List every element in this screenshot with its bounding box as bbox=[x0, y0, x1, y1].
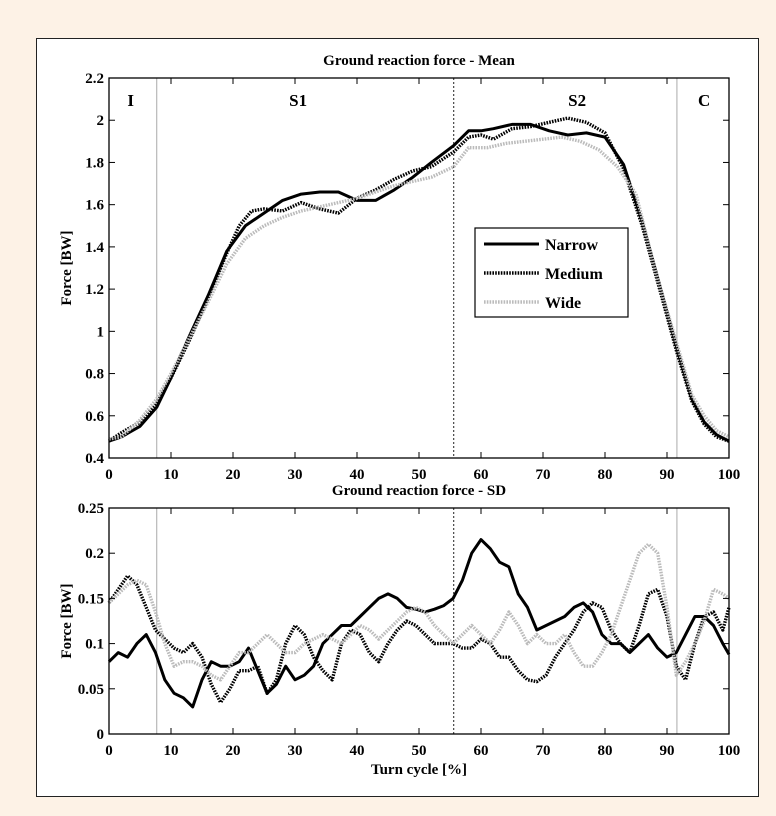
sd-x-tick-label: 60 bbox=[474, 743, 489, 759]
sd-x-tick-label: 90 bbox=[660, 743, 675, 759]
mean-chart bbox=[108, 77, 730, 459]
mean-chart-title: Ground reaction force - Mean bbox=[323, 53, 515, 69]
sd-y-tick-label: 0.15 bbox=[78, 591, 104, 607]
sd-y-tick-label: 0.05 bbox=[78, 682, 104, 698]
sd-series-medium bbox=[107, 574, 731, 705]
mean-x-tick-label: 70 bbox=[536, 467, 551, 483]
sd-axes-box bbox=[108, 507, 730, 735]
mean-x-tick-label: 0 bbox=[105, 467, 113, 483]
legend-label-narrow: Narrow bbox=[545, 237, 598, 254]
sd-x-tick-label: 20 bbox=[226, 743, 241, 759]
sd-y-tick-label: 0.2 bbox=[85, 546, 104, 562]
sd-x-tick-label: 50 bbox=[412, 743, 427, 759]
mean-y-tick-label: 0.6 bbox=[85, 409, 104, 425]
sd-y-tick-label: 0 bbox=[97, 727, 105, 743]
mean-phase-label: I bbox=[127, 91, 134, 110]
mean-x-tick-label: 40 bbox=[350, 467, 365, 483]
sd-x-tick-label: 40 bbox=[350, 743, 365, 759]
mean-x-tick-label: 60 bbox=[474, 467, 489, 483]
mean-y-axis-label: Force [BW] bbox=[59, 230, 75, 305]
mean-x-tick-label: 30 bbox=[288, 467, 303, 483]
mean-axes-box bbox=[108, 77, 730, 459]
legend-label-medium: Medium bbox=[545, 266, 603, 283]
mean-y-tick-label: 0.4 bbox=[85, 451, 104, 467]
mean-phase-label: S2 bbox=[568, 91, 586, 110]
mean-phase-label: C bbox=[698, 91, 710, 110]
mean-series-wide bbox=[108, 135, 730, 441]
mean-y-tick-label: 1 bbox=[97, 324, 105, 340]
mean-y-tick-label: 1.2 bbox=[85, 282, 104, 298]
mean-x-tick-label: 90 bbox=[660, 467, 675, 483]
sd-chart bbox=[107, 507, 731, 735]
mean-y-tick-label: 1.4 bbox=[85, 240, 104, 256]
sd-y-axis-label: Force [BW] bbox=[59, 583, 75, 658]
mean-series-narrow bbox=[108, 122, 730, 443]
sd-x-tick-label: 80 bbox=[598, 743, 613, 759]
mean-series-medium bbox=[108, 116, 730, 443]
sd-series-narrow bbox=[107, 538, 731, 709]
sd-x-tick-label: 10 bbox=[164, 743, 179, 759]
sd-x-tick-label: 0 bbox=[105, 743, 113, 759]
mean-x-tick-label: 10 bbox=[164, 467, 179, 483]
mean-x-tick-label: 20 bbox=[226, 467, 241, 483]
mean-x-tick-label: 100 bbox=[718, 467, 741, 483]
mean-x-tick-label: 50 bbox=[412, 467, 427, 483]
sd-x-axis-label: Turn cycle [%] bbox=[371, 762, 467, 778]
sd-y-tick-label: 0.25 bbox=[78, 501, 104, 517]
mean-x-tick-label: 80 bbox=[598, 467, 613, 483]
mean-y-tick-label: 1.8 bbox=[85, 155, 104, 171]
sd-chart-title: Ground reaction force - SD bbox=[332, 483, 506, 499]
sd-series-wide bbox=[107, 542, 730, 682]
sd-y-tick-label: 0.1 bbox=[85, 637, 104, 653]
mean-phase-label: S1 bbox=[289, 91, 307, 110]
sd-x-tick-label: 70 bbox=[536, 743, 551, 759]
sd-x-tick-label: 100 bbox=[718, 743, 741, 759]
sd-x-tick-label: 30 bbox=[288, 743, 303, 759]
mean-y-tick-label: 0.8 bbox=[85, 367, 104, 383]
mean-y-tick-label: 2 bbox=[97, 113, 105, 129]
legend-label-wide: Wide bbox=[545, 295, 581, 312]
mean-y-tick-label: 2.2 bbox=[85, 71, 104, 87]
mean-y-tick-label: 1.6 bbox=[85, 198, 104, 214]
